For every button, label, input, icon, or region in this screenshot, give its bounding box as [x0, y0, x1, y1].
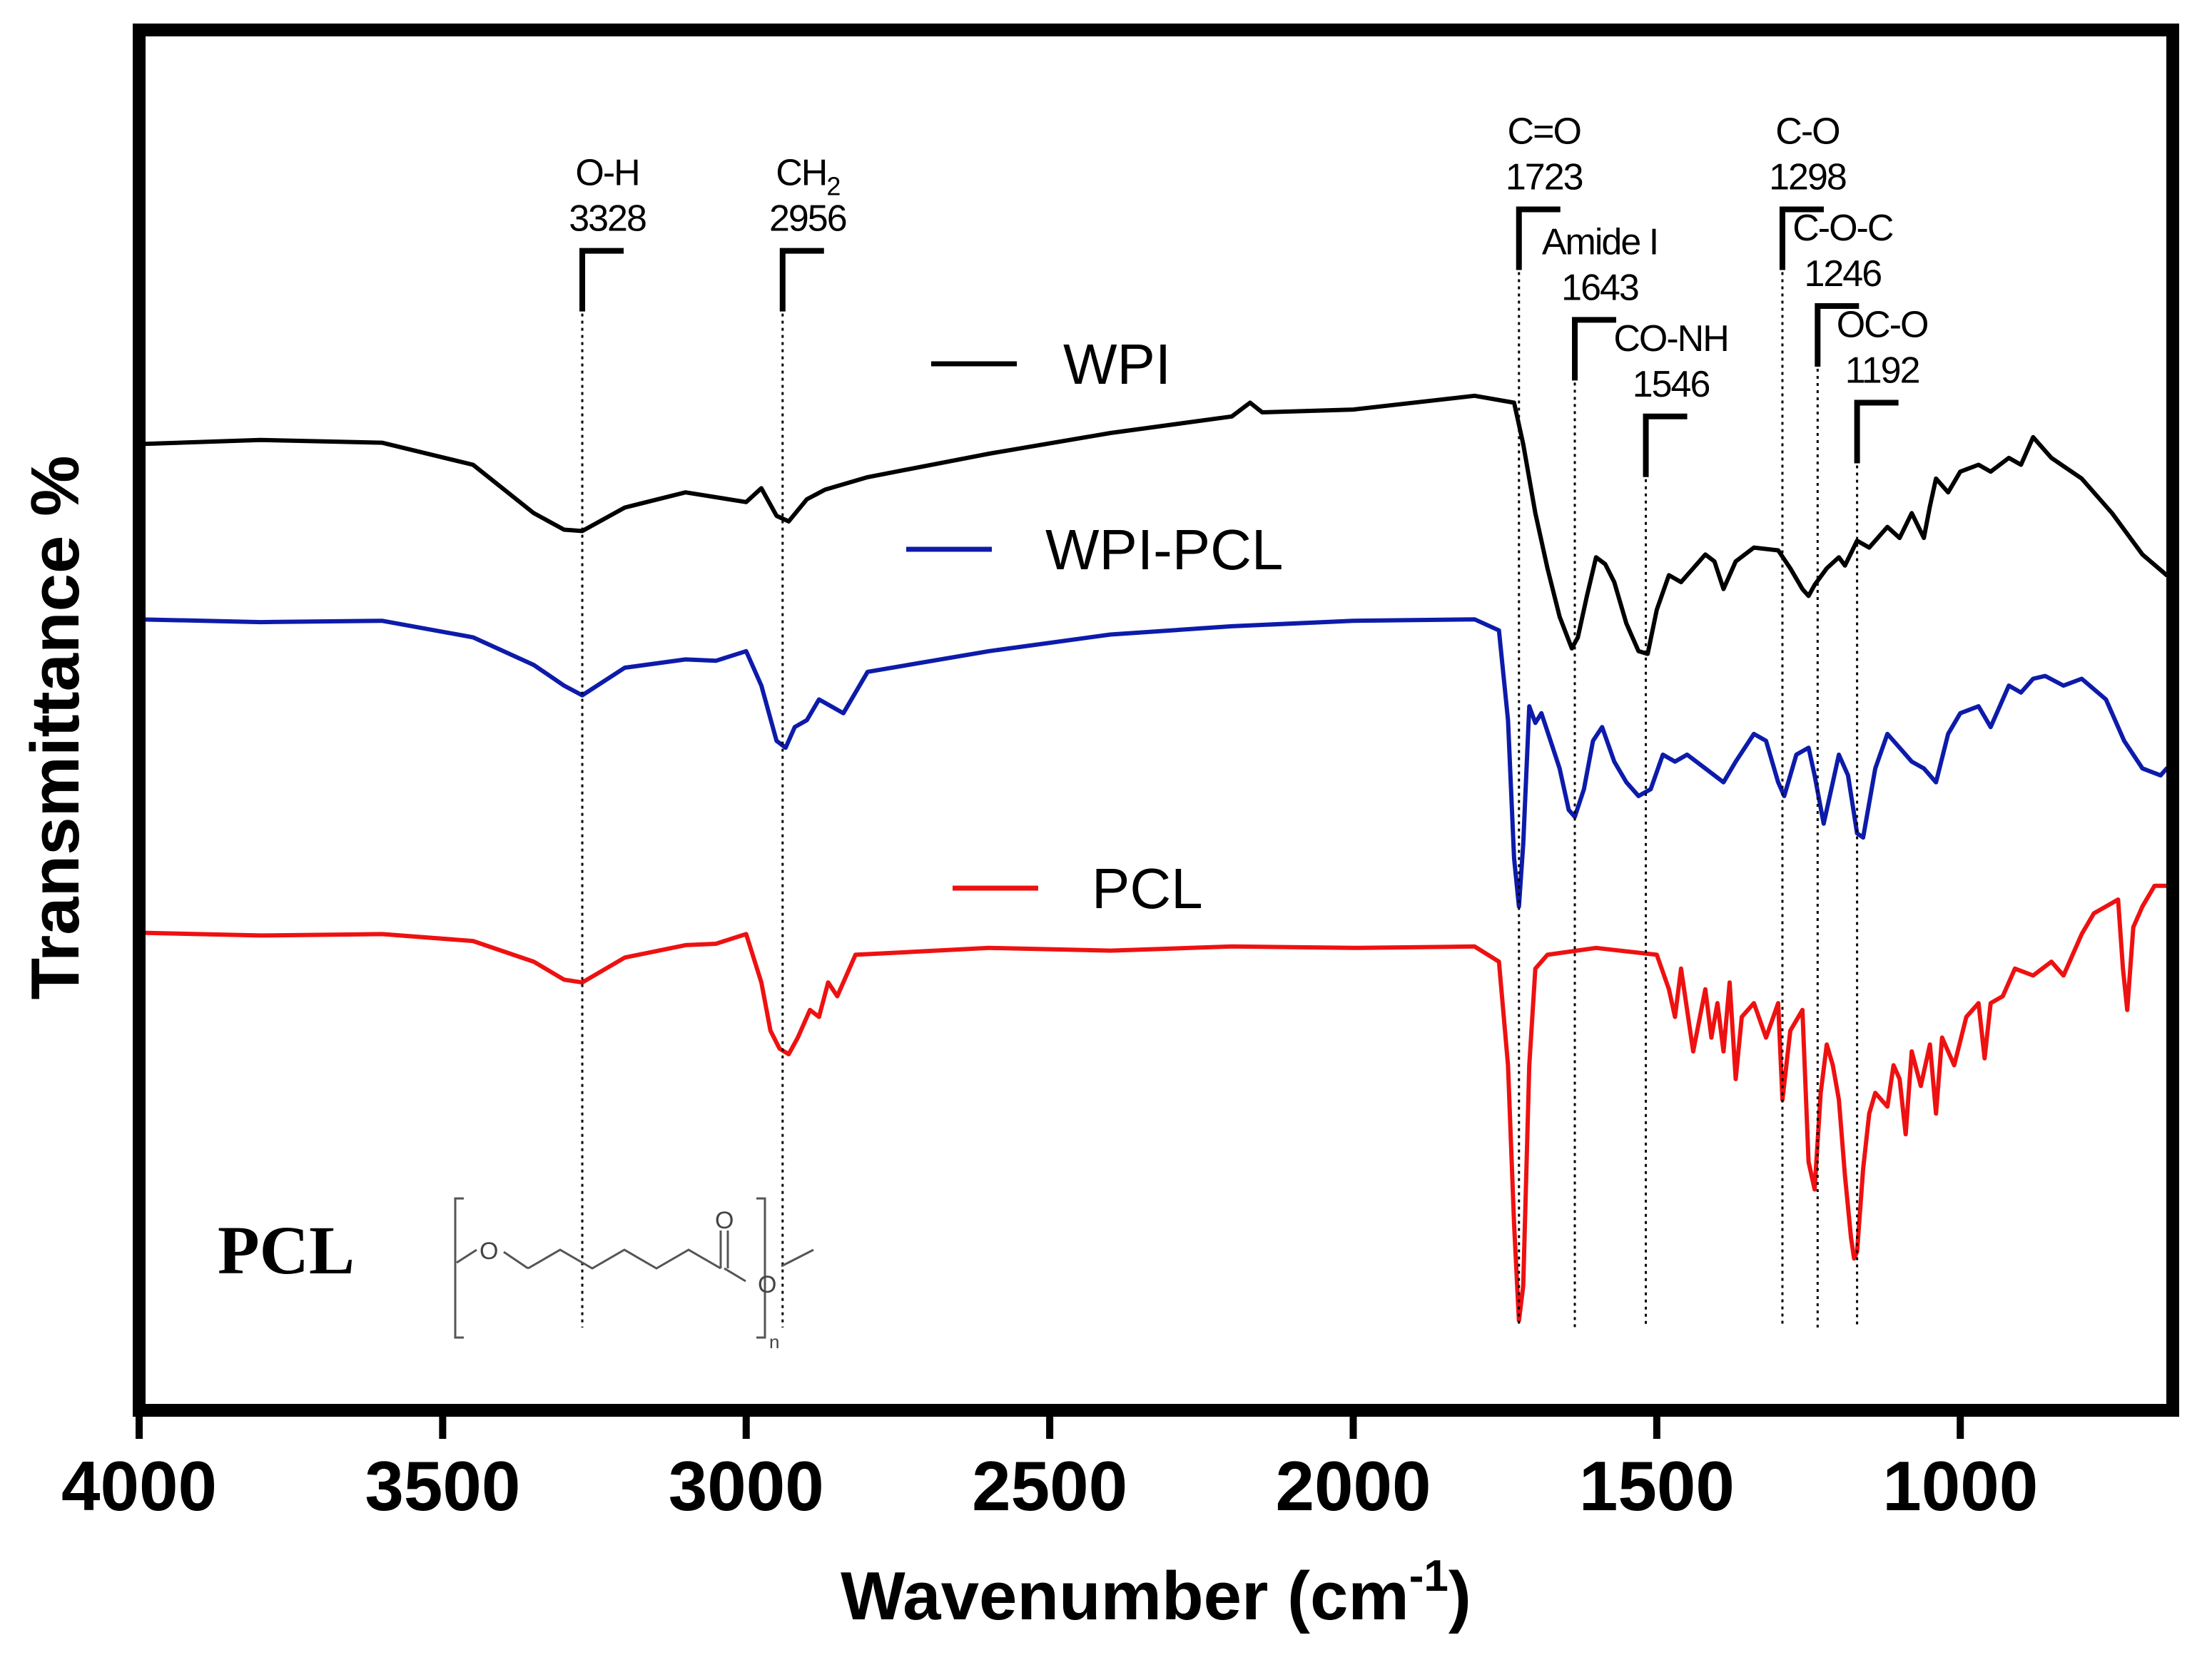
pcl-structure-inset: PCL O O O n — [218, 1197, 814, 1353]
bond-o-right — [503, 1251, 529, 1270]
annotation-group-text: CO-NH — [1613, 318, 1728, 360]
x-axis-title: Wavenumber (cm-1) — [841, 1552, 1471, 1634]
annotation-group-label: CH2 — [776, 153, 840, 201]
annotation-wavenumber-label: 2956 — [769, 198, 846, 240]
annotation-bracket — [1815, 303, 1860, 367]
bond-methyl — [781, 1248, 814, 1268]
annotation-wavenumber-label: 1643 — [1561, 267, 1638, 308]
x-axis-title-main: Wavenumber (cm — [841, 1558, 1409, 1634]
annotation-wavenumber-label: 1723 — [1506, 157, 1583, 198]
annotation-wavenumber-label: 1246 — [1804, 253, 1881, 295]
annotation-group-text: C-O-C — [1792, 208, 1893, 249]
annotation-group-text: C=O — [1508, 111, 1581, 153]
annotation-bracket — [1643, 413, 1688, 477]
carbon-chain — [527, 1248, 721, 1270]
series-layer — [137, 393, 2169, 1323]
x-axis-title-sup: -1 — [1409, 1552, 1449, 1601]
x-tick-label-2000: 2000 — [1275, 1447, 1431, 1525]
legend-item-wpi-pcl: WPI-PCL — [906, 518, 1283, 581]
x-tick-label-2500: 2500 — [972, 1447, 1127, 1525]
annotation-bracket — [1572, 317, 1617, 381]
annotation-group-text: CH — [776, 153, 826, 194]
atom-o1: O — [480, 1238, 498, 1265]
left-bracket — [454, 1197, 464, 1339]
annotation-group-label: C-O-C — [1792, 208, 1893, 249]
legend: WPI WPI-PCL PCL — [906, 332, 1283, 920]
annotation-wavenumber-label: 3328 — [569, 198, 646, 240]
x-tick-label-1000: 1000 — [1882, 1447, 2038, 1525]
annotation-bracket — [1854, 399, 1899, 464]
annotation-bracket — [1779, 206, 1824, 270]
repeat-subscript: n — [769, 1331, 779, 1353]
annotation-wavenumber-label: 1546 — [1633, 364, 1710, 405]
legend-label: WPI-PCL — [1045, 518, 1283, 581]
annotation-bracket — [779, 248, 824, 312]
annotation-group-text: C-O — [1775, 111, 1839, 153]
annotation-group-text: Amide I — [1542, 221, 1658, 263]
inset-title: PCL — [218, 1212, 355, 1288]
legend-label: PCL — [1092, 857, 1203, 920]
bond-ester — [724, 1267, 746, 1283]
legend-item-wpi: WPI — [931, 332, 1171, 396]
annotation-group-sub: 2 — [826, 172, 840, 201]
spectrum-wpi — [137, 393, 2169, 656]
x-axis-ticks: 4000 3500 3000 2500 2000 1500 1000 — [61, 1410, 2038, 1525]
annotation-group-label: C-O — [1775, 111, 1839, 153]
bond-left-stub — [456, 1248, 477, 1264]
annotation-wavenumber-label: 1192 — [1845, 350, 1919, 391]
atom-o3: O — [758, 1271, 776, 1298]
annotation-bracket — [579, 248, 624, 312]
annotation-7: OC-O 1192 — [1837, 304, 1929, 1328]
pcl-structure-drawing — [454, 1197, 814, 1339]
legend-item-pcl: PCL — [953, 857, 1203, 920]
annotation-group-text: O-H — [575, 153, 639, 194]
annotation-group-text: OC-O — [1837, 304, 1928, 345]
annotation-group-label: OC-O — [1837, 304, 1928, 345]
annotation-group-label: C=O — [1508, 111, 1581, 153]
spectrum-pcl — [137, 883, 2169, 1323]
spectrum-wpi-pcl — [137, 617, 2169, 909]
y-axis-title: Transmittance % — [17, 456, 93, 1000]
annotation-group-label: O-H — [575, 153, 639, 194]
annotation-bracket — [1516, 206, 1561, 270]
x-tick-label-3000: 3000 — [669, 1447, 824, 1525]
annotation-wavenumber-label: 1298 — [1769, 157, 1846, 198]
plot-frame — [133, 24, 2179, 1417]
x-tick-label-1500: 1500 — [1579, 1447, 1735, 1525]
legend-label: WPI — [1063, 332, 1171, 396]
right-bracket — [756, 1197, 766, 1339]
atom-o2: O — [715, 1207, 734, 1234]
annotation-group-label: Amide I — [1542, 221, 1658, 263]
x-tick-label-3500: 3500 — [365, 1447, 520, 1525]
x-tick-label-4000: 4000 — [61, 1447, 217, 1525]
annotation-group-label: CO-NH — [1613, 318, 1728, 360]
x-axis-title-close: ) — [1449, 1558, 1471, 1634]
